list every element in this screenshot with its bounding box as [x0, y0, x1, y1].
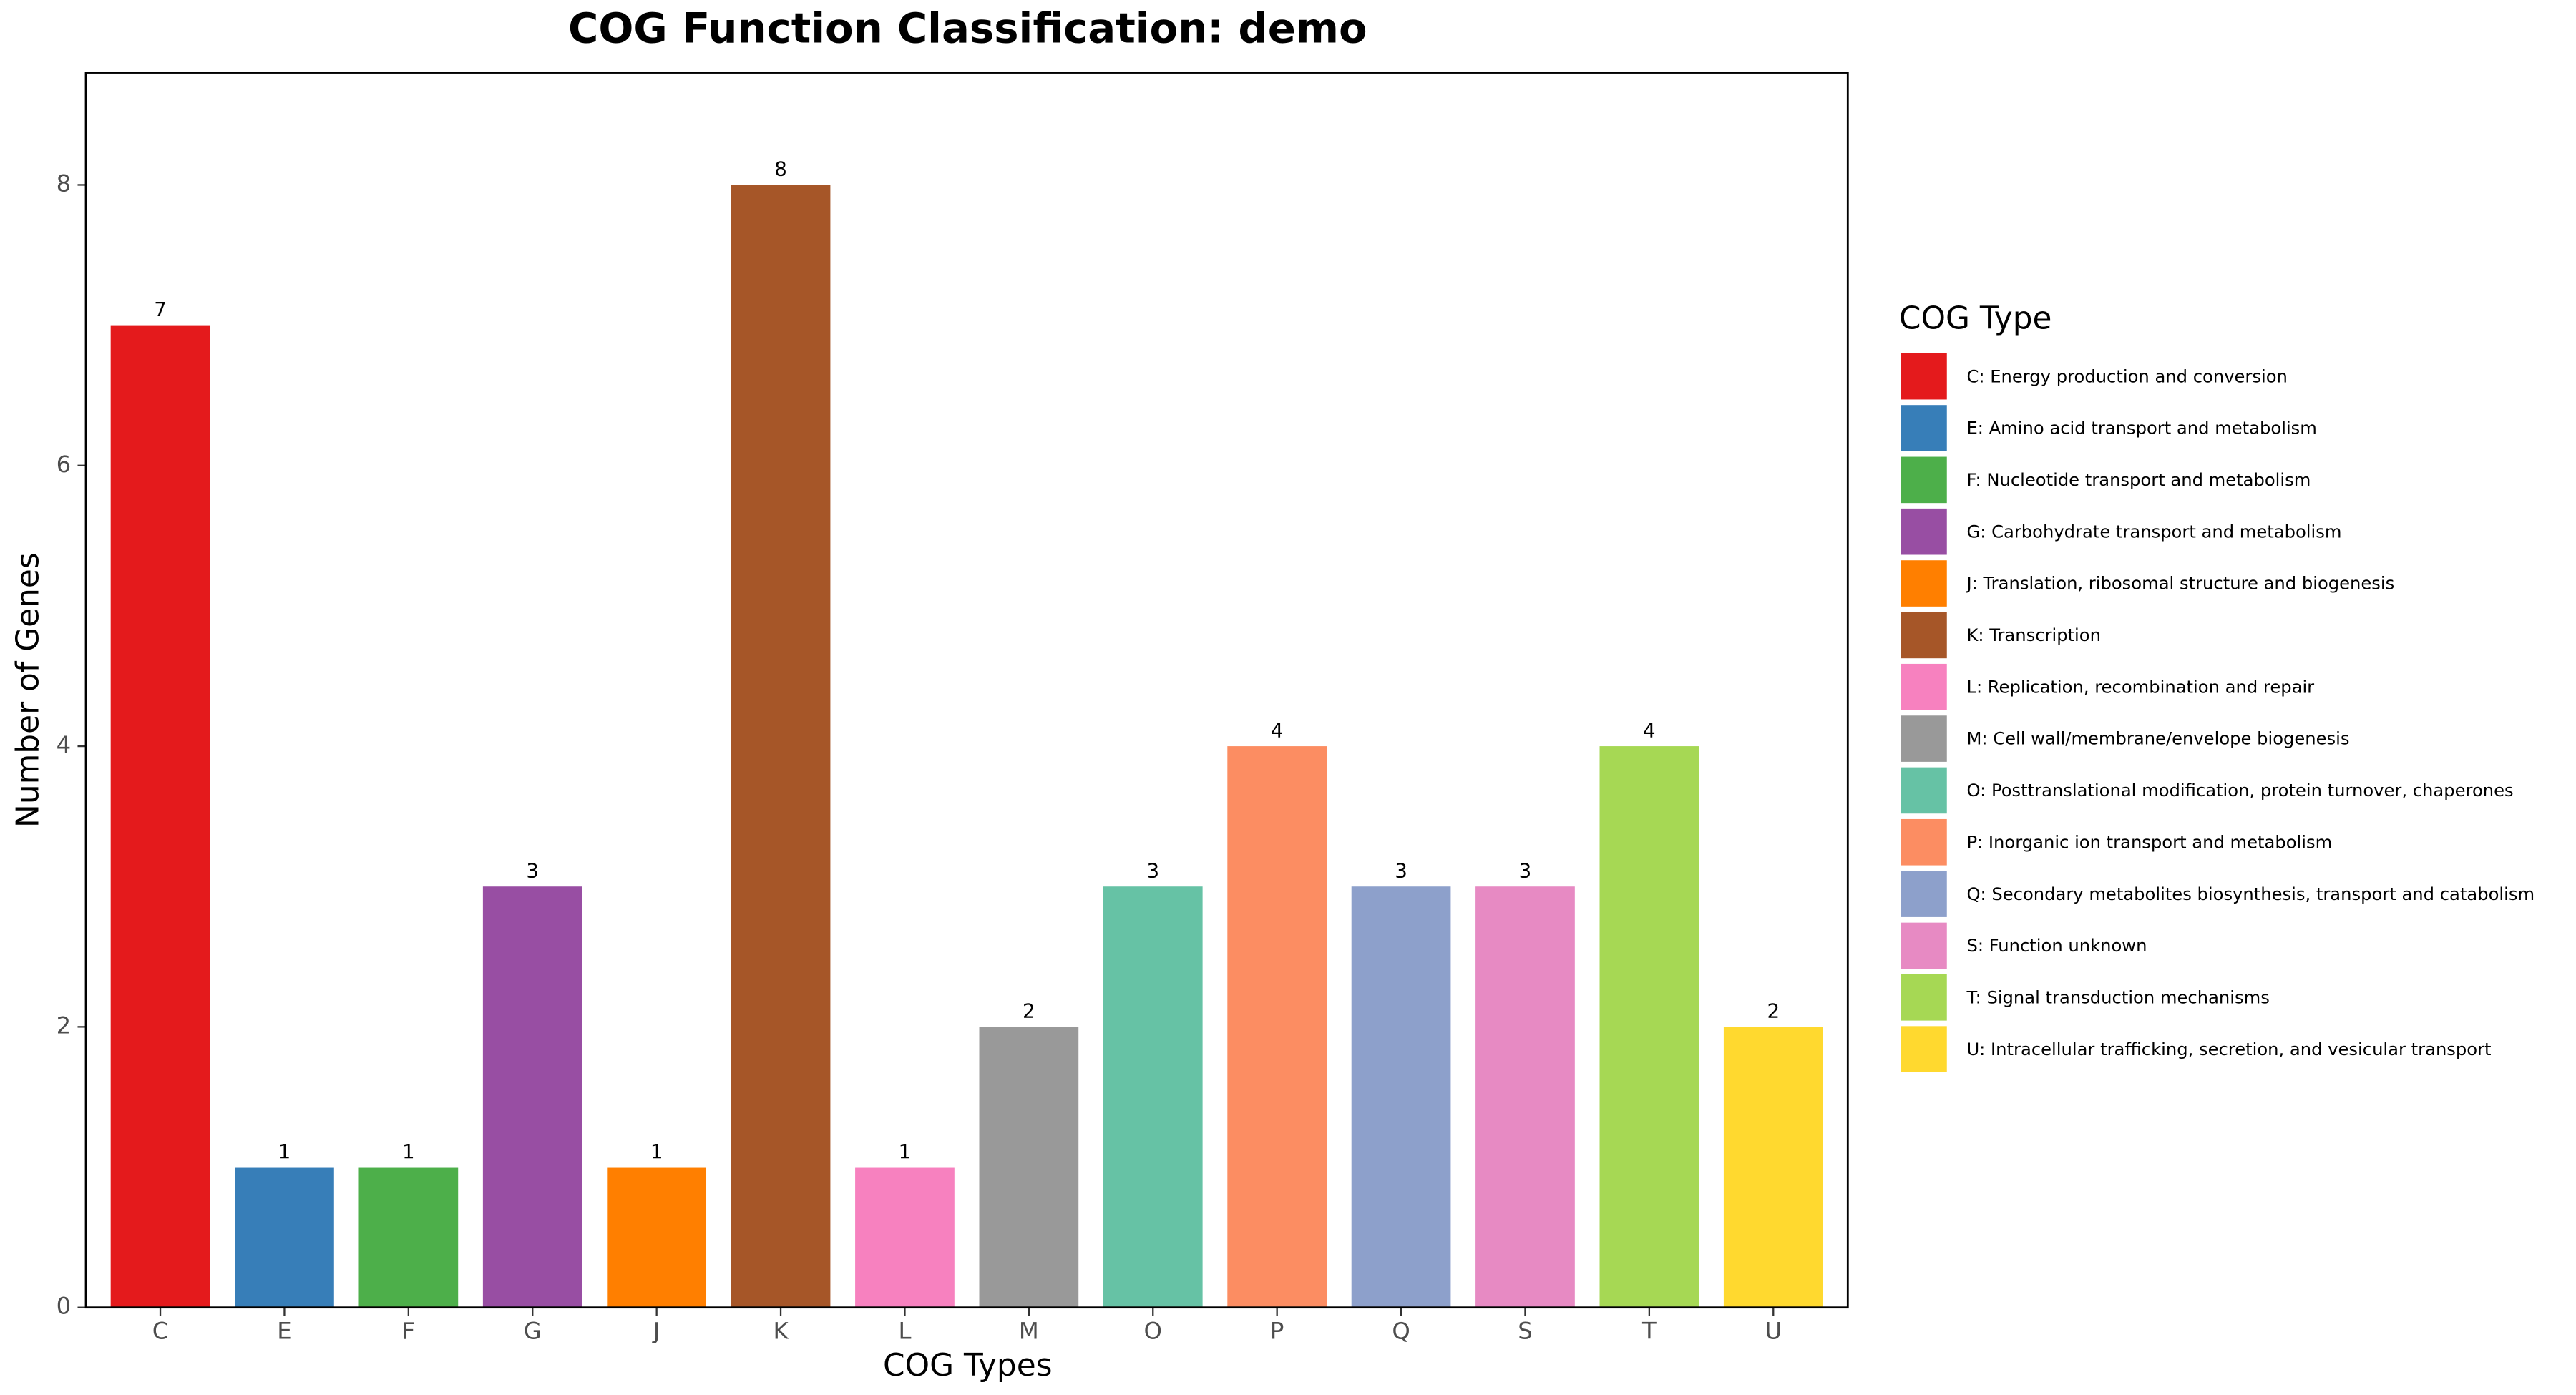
bar	[1351, 886, 1451, 1308]
legend-key	[1901, 1026, 1947, 1072]
legend-key	[1901, 560, 1947, 607]
value-label: 3	[1146, 858, 1159, 882]
value-label: 7	[154, 298, 167, 321]
value-label: 1	[899, 1140, 912, 1163]
x-tick-label: F	[402, 1317, 416, 1344]
legend-label: T: Signal transduction mechanisms	[1966, 987, 2269, 1007]
value-label: 3	[1395, 858, 1407, 882]
legend-label: K: Transcription	[1966, 625, 2101, 645]
legend-key	[1901, 767, 1947, 814]
legend-key	[1901, 456, 1947, 504]
bar	[235, 1167, 334, 1308]
chart-title: COG Function Classification: demo	[568, 4, 1367, 52]
value-label: 2	[1767, 999, 1780, 1023]
bar	[1103, 886, 1203, 1308]
value-label: 3	[1519, 858, 1532, 882]
value-label: 1	[402, 1140, 415, 1163]
legend-label: J: Translation, ribosomal structure and …	[1965, 574, 2394, 594]
legend-label: E: Amino acid transport and metabolism	[1966, 418, 2316, 439]
x-tick-label: G	[524, 1317, 542, 1344]
x-tick-label: U	[1765, 1317, 1782, 1344]
legend-label: S: Function unknown	[1966, 936, 2147, 956]
legend-key	[1901, 612, 1947, 659]
bar	[979, 1027, 1079, 1308]
legend-label: M: Cell wall/membrane/envelope biogenesi…	[1966, 729, 2349, 749]
legend-key	[1901, 405, 1947, 451]
bar	[731, 185, 831, 1308]
bar	[855, 1167, 955, 1308]
y-tick-label: 8	[57, 170, 72, 197]
value-label: 8	[774, 157, 787, 181]
x-tick-label: K	[773, 1317, 789, 1344]
legend-label: L: Replication, recombination and repair	[1966, 677, 2314, 697]
legend-key	[1901, 715, 1947, 762]
legend-key	[1901, 508, 1947, 555]
x-tick-label: P	[1270, 1317, 1284, 1344]
value-label: 3	[526, 858, 539, 882]
value-label: 1	[278, 1140, 291, 1163]
bar	[607, 1167, 707, 1308]
bar	[1599, 746, 1699, 1308]
bar	[110, 325, 210, 1308]
y-tick-label: 0	[57, 1293, 72, 1320]
legend-key	[1901, 922, 1947, 969]
x-axis-title: COG Types	[883, 1347, 1053, 1384]
value-label: 2	[1023, 999, 1035, 1023]
bar	[1723, 1027, 1823, 1308]
plot-border	[84, 72, 1849, 1309]
x-tick-label: S	[1518, 1317, 1533, 1344]
legend-title: COG Type	[1899, 300, 2052, 337]
legend-key	[1901, 353, 1947, 400]
legend-label: U: Intracellular trafficking, secretion,…	[1966, 1039, 2491, 1059]
value-label: 1	[650, 1140, 663, 1163]
y-tick-label: 2	[57, 1012, 72, 1039]
x-tick-label: J	[652, 1317, 660, 1344]
legend-label: Q: Secondary metabolites biosynthesis, t…	[1966, 884, 2534, 904]
bar	[1227, 746, 1327, 1308]
legend-label: G: Carbohydrate transport and metabolism	[1966, 522, 2341, 542]
legend-label: P: Inorganic ion transport and metabolis…	[1966, 832, 2332, 852]
x-tick-label: Q	[1392, 1317, 1410, 1344]
legend-key	[1901, 871, 1947, 917]
x-tick-label: L	[898, 1317, 911, 1344]
x-tick-label: E	[277, 1317, 291, 1344]
legend-key	[1901, 663, 1947, 710]
bar	[1475, 886, 1575, 1308]
legend-key	[1901, 818, 1947, 866]
x-tick-label: M	[1019, 1317, 1039, 1344]
y-tick-label: 6	[57, 451, 72, 478]
y-axis-title: Number of Genes	[10, 552, 47, 828]
legend-key	[1901, 974, 1947, 1021]
legend-label: F: Nucleotide transport and metabolism	[1966, 470, 2311, 490]
legend-label: C: Energy production and conversion	[1966, 366, 2287, 386]
y-tick-label: 4	[57, 731, 72, 758]
bar	[482, 886, 582, 1308]
x-tick-label: C	[152, 1317, 169, 1344]
x-tick-label: T	[1641, 1317, 1657, 1344]
x-tick-label: O	[1144, 1317, 1162, 1344]
value-label: 4	[1271, 718, 1284, 742]
value-label: 4	[1643, 718, 1656, 742]
bar	[358, 1167, 459, 1308]
legend-label: O: Posttranslational modification, prote…	[1966, 780, 2513, 801]
